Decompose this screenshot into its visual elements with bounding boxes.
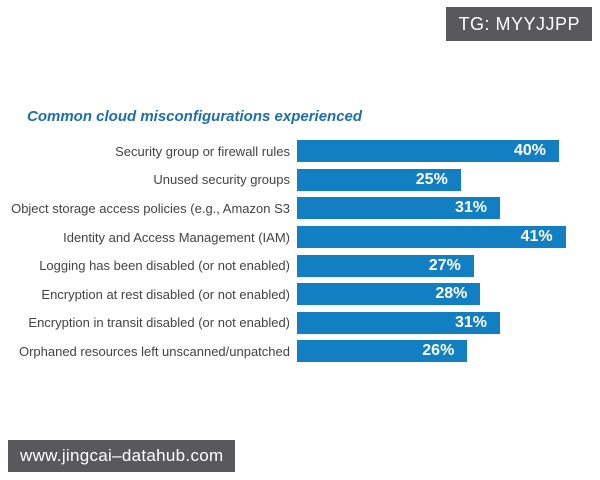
- bar-row: Logging has been disabled (or not enable…: [0, 251, 600, 280]
- bar-row: Orphaned resources left unscanned/unpatc…: [0, 337, 600, 366]
- category-label: Logging has been disabled (or not enable…: [39, 258, 290, 274]
- bar-row: Security group or firewall rules 40%: [0, 137, 600, 166]
- bar: 26%: [297, 340, 468, 363]
- bar-value-label: 27%: [428, 256, 461, 274]
- bar-row: Identity and Access Management (IAM) 41%: [0, 223, 600, 252]
- bar-value-label: 40%: [513, 142, 546, 160]
- bar-value-label: 41%: [520, 228, 553, 246]
- bar-row: Encryption at rest disabled (or not enab…: [0, 280, 600, 309]
- category-label: Unused security groups: [153, 172, 290, 188]
- chart-title: Common cloud misconfigurations experienc…: [27, 108, 363, 125]
- bar-row: Unused security groups 25%: [0, 166, 600, 195]
- category-label: Orphaned resources left unscanned/unpatc…: [18, 343, 290, 359]
- bar-value-label: 28%: [435, 285, 468, 303]
- bar: 31%: [297, 197, 500, 220]
- category-label: Security group or firewall rules: [115, 143, 290, 159]
- bar-value-label: 31%: [454, 199, 487, 217]
- category-label: Encryption at rest disabled (or not enab…: [41, 286, 290, 302]
- category-label: Identity and Access Management (IAM): [63, 229, 290, 245]
- bar-value-label: 25%: [415, 170, 448, 188]
- bar: 41%: [297, 226, 566, 249]
- bar: 40%: [297, 140, 559, 163]
- category-label: Object storage access policies (e.g., Am…: [11, 200, 290, 216]
- bar-value-label: 31%: [454, 313, 487, 331]
- bar: 28%: [297, 283, 481, 306]
- bar: 25%: [297, 168, 461, 191]
- bar: 31%: [297, 311, 500, 334]
- bar-row: Object storage access policies (e.g., Am…: [0, 194, 600, 223]
- category-label: Encryption in transit disabled (or not e…: [28, 315, 290, 331]
- footer-watermark: www.jingcai–datahub.com: [8, 440, 236, 472]
- tag-badge: TG: MYYJJPP: [446, 7, 592, 41]
- bar-value-label: 26%: [422, 342, 455, 360]
- bar-row: Encryption in transit disabled (or not e…: [0, 309, 600, 338]
- bar: 27%: [297, 254, 474, 277]
- bar-chart: Security group or firewall rules 40% Unu…: [0, 137, 600, 366]
